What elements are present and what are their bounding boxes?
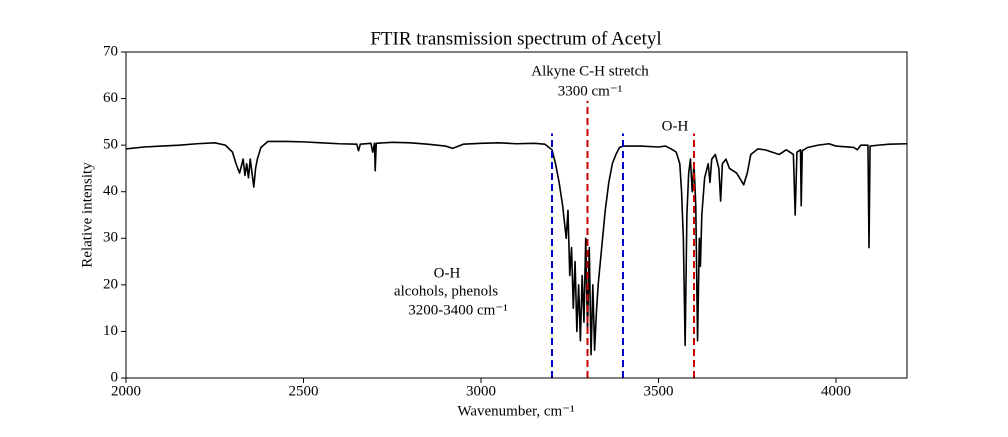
x-tick-label: 3000: [466, 383, 496, 399]
y-tick-label: 30: [103, 230, 118, 246]
annotation: O-H: [434, 265, 461, 281]
annotation: 3300 cm⁻¹: [558, 83, 623, 99]
y-tick-label: 10: [103, 323, 118, 339]
y-tick-label: 0: [111, 369, 119, 385]
x-tick-label: 2000: [111, 383, 141, 399]
y-tick-label: 40: [103, 183, 118, 199]
y-tick-label: 60: [103, 90, 118, 106]
y-axis-label: Relative intensity: [79, 162, 95, 268]
x-axis-label: Wavenumber, cm⁻¹: [457, 403, 574, 419]
x-tick-label: 2500: [289, 383, 319, 399]
chart-title: FTIR transmission spectrum of Acetyl: [370, 28, 661, 49]
annotation: alcohols, phenols: [394, 283, 498, 299]
annotation: 3200-3400 cm⁻¹: [408, 302, 508, 318]
annotation: Alkyne C-H stretch: [531, 63, 649, 79]
spectrum-line: [125, 140, 908, 356]
y-tick-label: 20: [103, 276, 118, 292]
y-tick-label: 50: [103, 137, 118, 153]
y-tick-label: 70: [103, 43, 118, 59]
annotation: O-H: [662, 118, 689, 134]
x-tick-label: 3500: [644, 383, 674, 399]
plot-frame: [125, 51, 908, 379]
x-tick-label: 4000: [821, 383, 851, 399]
